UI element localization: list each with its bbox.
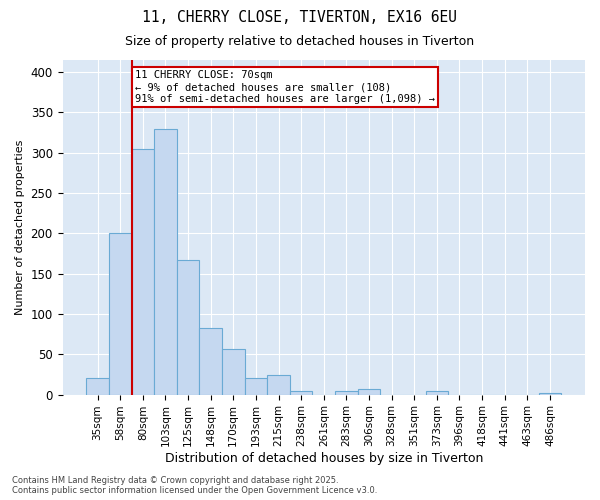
Bar <box>131 148 154 394</box>
Bar <box>154 128 177 394</box>
Bar <box>222 348 245 395</box>
Bar <box>335 390 358 394</box>
Text: Size of property relative to detached houses in Tiverton: Size of property relative to detached ho… <box>125 35 475 48</box>
Bar <box>86 378 109 394</box>
X-axis label: Distribution of detached houses by size in Tiverton: Distribution of detached houses by size … <box>164 452 483 465</box>
Bar <box>358 389 380 394</box>
Text: 11, CHERRY CLOSE, TIVERTON, EX16 6EU: 11, CHERRY CLOSE, TIVERTON, EX16 6EU <box>143 10 458 25</box>
Y-axis label: Number of detached properties: Number of detached properties <box>15 140 25 315</box>
Bar <box>199 328 222 394</box>
Bar <box>177 260 199 394</box>
Bar <box>245 378 267 394</box>
Bar <box>267 375 290 394</box>
Bar <box>109 234 131 394</box>
Bar <box>425 392 448 394</box>
Text: 11 CHERRY CLOSE: 70sqm
← 9% of detached houses are smaller (108)
91% of semi-det: 11 CHERRY CLOSE: 70sqm ← 9% of detached … <box>135 70 435 104</box>
Text: Contains HM Land Registry data © Crown copyright and database right 2025.
Contai: Contains HM Land Registry data © Crown c… <box>12 476 377 495</box>
Bar <box>290 390 313 394</box>
Bar <box>539 393 561 394</box>
